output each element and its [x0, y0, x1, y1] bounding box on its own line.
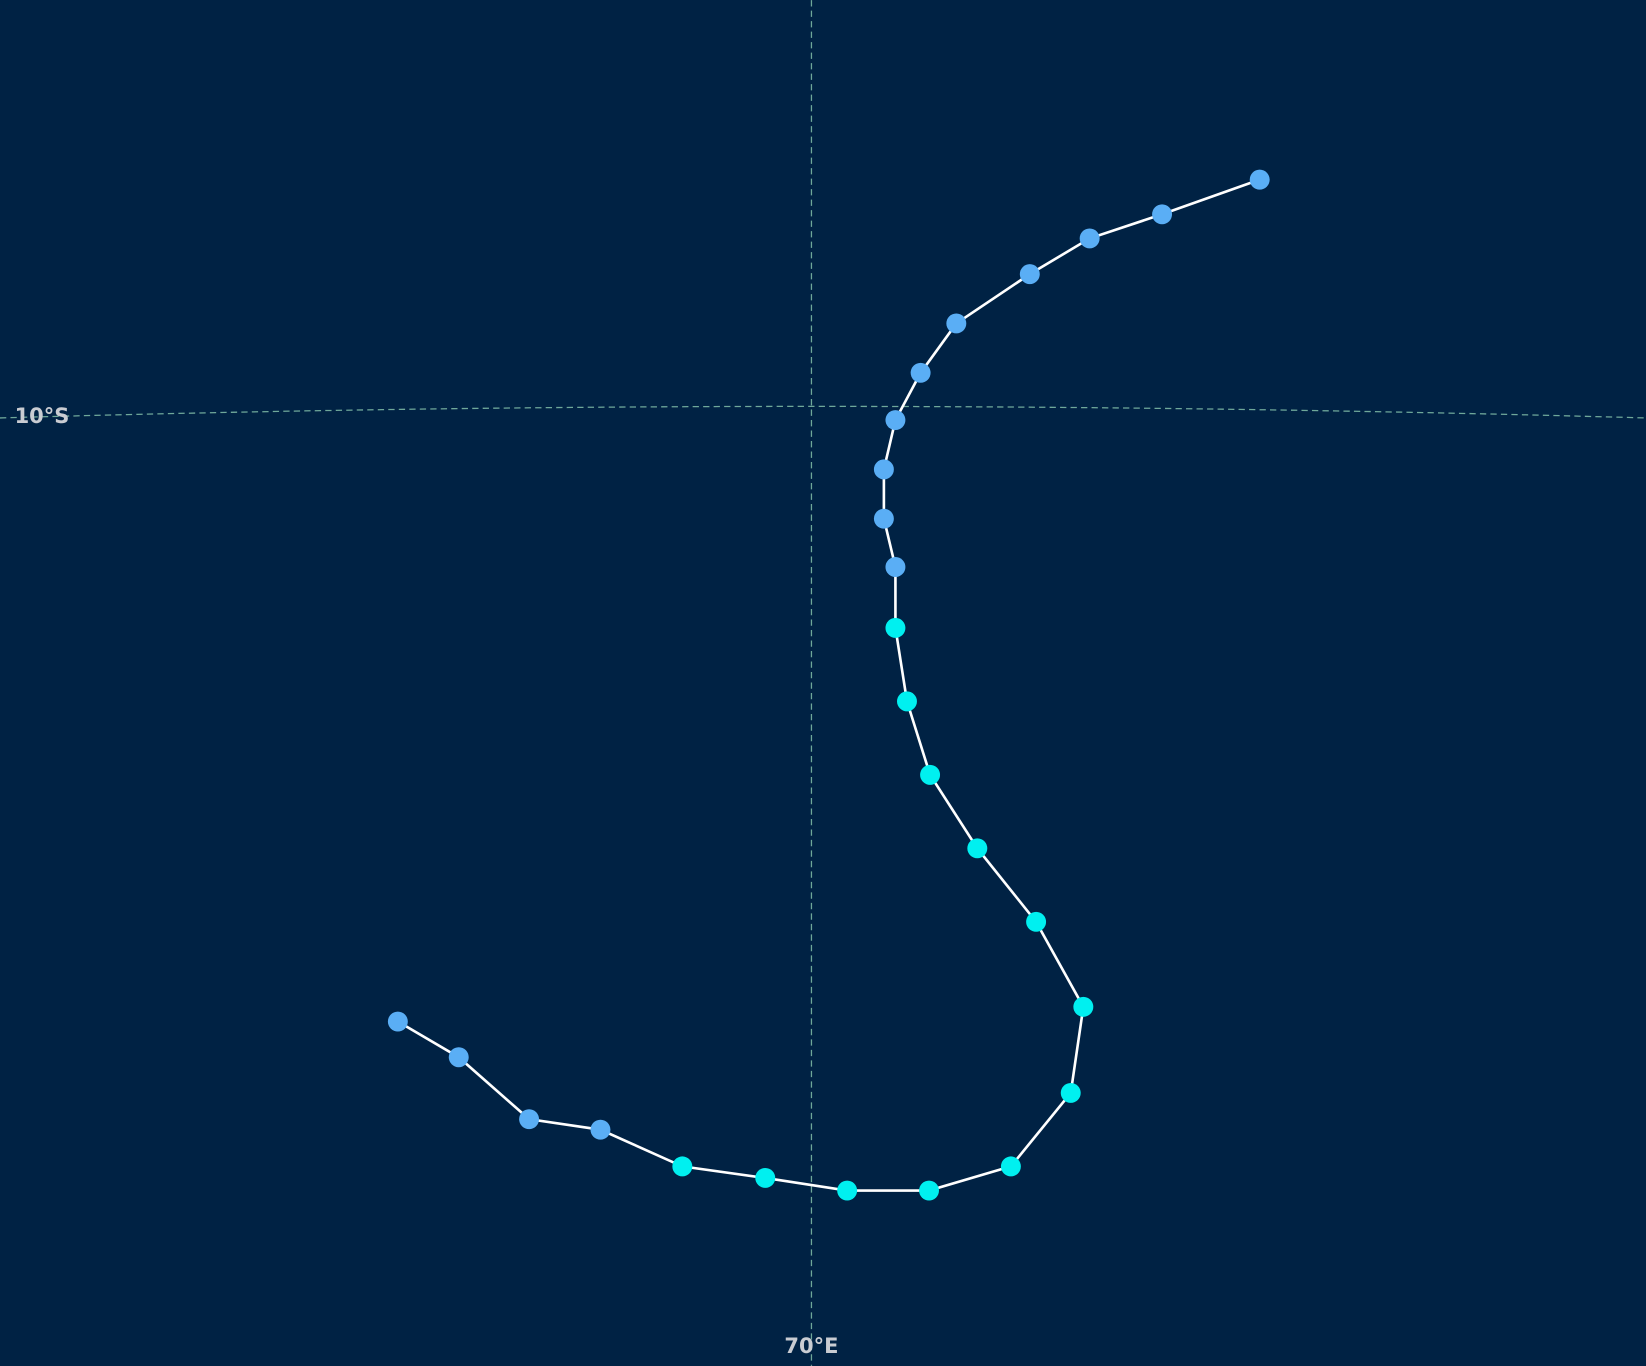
track-point — [873, 508, 894, 529]
track-point — [1073, 996, 1094, 1017]
track-point — [920, 764, 941, 785]
track-point — [919, 1180, 939, 1201]
track-point — [1249, 169, 1270, 190]
track-point — [1019, 264, 1040, 285]
track-point — [946, 313, 967, 334]
track-point — [448, 1047, 469, 1068]
track-point — [387, 1011, 408, 1032]
track-points — [387, 169, 1270, 1201]
track-point — [1026, 911, 1047, 932]
track-point — [885, 617, 906, 638]
track-point — [755, 1167, 776, 1188]
latitude-label: 10°S — [15, 404, 70, 428]
longitude-label: 70°E — [784, 1334, 838, 1358]
track-point — [885, 410, 906, 431]
track-point — [885, 557, 906, 577]
track-point — [873, 459, 894, 480]
storm-track — [397, 178, 1261, 1192]
track-point — [910, 362, 931, 383]
track-point — [1060, 1082, 1081, 1103]
track-point — [967, 838, 988, 859]
track-point — [1079, 228, 1100, 249]
track-point — [1152, 204, 1173, 225]
track-point — [837, 1180, 858, 1201]
latitude-line — [0, 405, 1646, 419]
track-point — [590, 1119, 611, 1140]
track-point — [519, 1109, 540, 1130]
track-point — [897, 691, 917, 712]
track-point — [672, 1156, 693, 1177]
track-point — [1000, 1156, 1021, 1177]
